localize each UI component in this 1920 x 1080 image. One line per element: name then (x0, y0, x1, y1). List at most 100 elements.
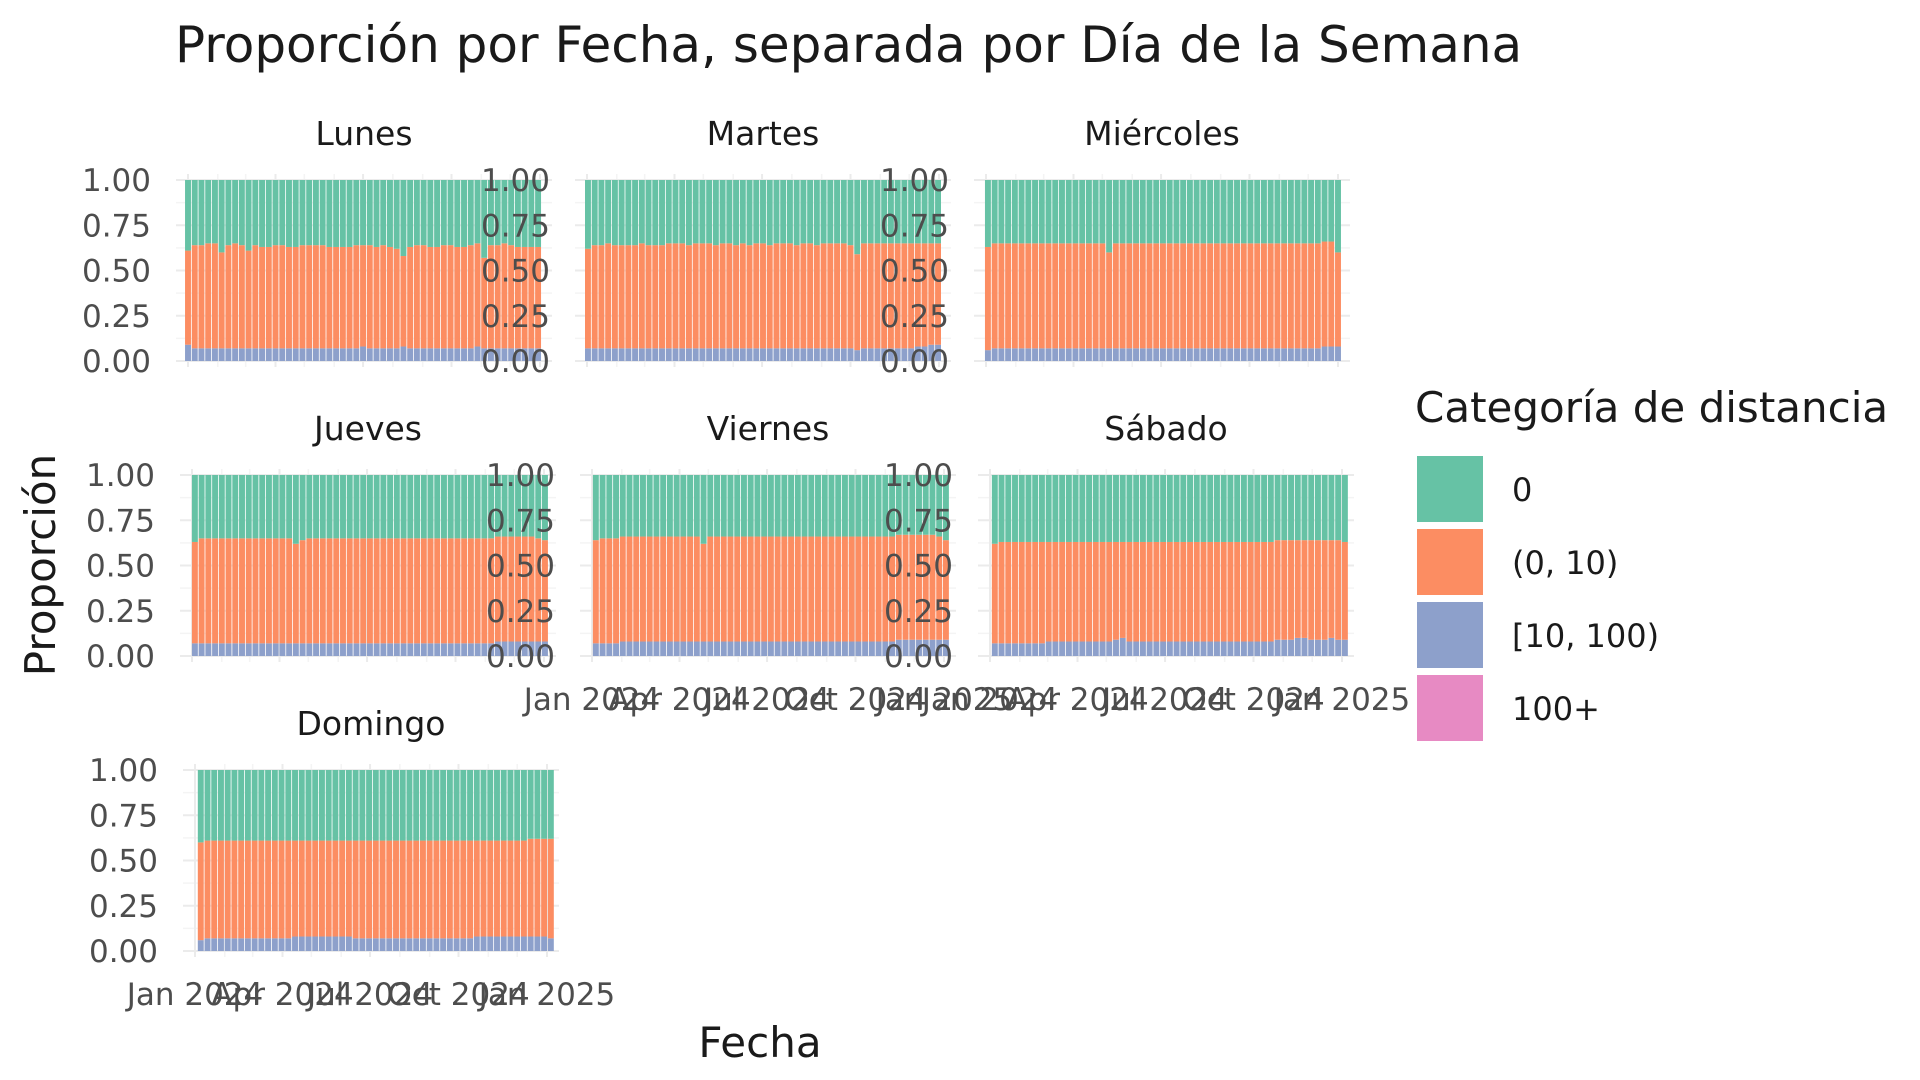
bar-segment-10-100 (292, 348, 299, 361)
bar-segment-0 (1220, 475, 1227, 542)
bar-segment-0-10 (1085, 243, 1092, 349)
stacked-bar (1193, 475, 1200, 656)
bar-segment-0-10 (245, 250, 252, 349)
bar-segment-10-100 (414, 643, 421, 656)
bar-segment-0 (252, 180, 259, 246)
stacked-bar (232, 475, 239, 656)
bar-segment-0 (820, 180, 827, 244)
stacked-bar (339, 180, 346, 361)
bar-segment-0 (909, 475, 916, 535)
bar-segment-0 (501, 180, 508, 244)
bar-segment-0 (380, 475, 387, 539)
stacked-bar (440, 180, 447, 361)
legend-item-100: 100+ (1417, 675, 1600, 741)
bar-segment-10-100 (1052, 348, 1059, 361)
bar-segment-10-100 (332, 936, 339, 951)
stacked-bar (640, 475, 646, 656)
bar-segment-10-100 (366, 643, 373, 656)
stacked-bar (1052, 475, 1059, 656)
bar-segment-0 (1234, 180, 1240, 244)
stacked-bar (406, 770, 413, 951)
bar-segment-0 (712, 180, 719, 246)
stacked-bar (453, 770, 460, 951)
bar-segment-0 (232, 475, 239, 539)
bar-segment-10-100 (687, 641, 694, 656)
stacked-bar (413, 180, 420, 361)
stacked-bar (1214, 475, 1220, 656)
bar-segment-10-100 (420, 643, 427, 656)
bar-segment-0 (521, 475, 528, 537)
bar-segment-10-100 (1274, 348, 1281, 361)
stacked-bar (1059, 475, 1066, 656)
bar-segment-0-10 (373, 538, 380, 644)
bar-segment-0 (1045, 180, 1052, 244)
bar-segment-10-100 (447, 348, 454, 361)
y-tick-label: 0.50 (481, 254, 550, 290)
stacked-bar (998, 475, 1005, 656)
stacked-bar (922, 475, 929, 656)
bar-segment-10-100 (265, 643, 272, 656)
bar-segment-0 (393, 770, 399, 841)
stacked-bar (726, 180, 733, 361)
bar-segment-0-10 (360, 538, 367, 644)
bar-segment-0-10 (541, 838, 548, 937)
bar-segment-10-100 (1153, 348, 1160, 361)
bar-segment-10-100 (875, 641, 882, 656)
bar-segment-0-10 (1247, 243, 1254, 349)
bar-segment-0 (780, 180, 787, 244)
stacked-bar (645, 180, 652, 361)
bar-segment-0 (815, 475, 821, 537)
bar-segment-0-10 (991, 543, 998, 644)
stacked-bar (1079, 475, 1086, 656)
stacked-bar (598, 180, 605, 361)
bar-segment-0 (1281, 180, 1288, 244)
stacked-bar (916, 475, 922, 656)
y-axis-title: Proporción (16, 454, 65, 676)
bar-segment-10-100 (666, 641, 673, 656)
bar-segment-10-100 (1287, 348, 1294, 361)
stacked-bar (373, 475, 380, 656)
stacked-bar (692, 180, 699, 361)
bar-segment-10-100 (720, 641, 727, 656)
chart-title: Proporción por Fecha, separada por Día d… (175, 16, 1522, 74)
bar-segment-0 (286, 475, 293, 539)
bar-segment-0-10 (1052, 541, 1059, 642)
bar-segment-0 (827, 180, 834, 244)
bar-segment-0-10 (727, 536, 734, 642)
stacked-bar (521, 475, 528, 656)
bar-segment-0 (1106, 180, 1113, 253)
bar-segment-0 (440, 770, 447, 841)
stacked-bar (840, 180, 847, 361)
bar-segment-10-100 (285, 938, 292, 951)
bar-segment-10-100 (808, 641, 815, 656)
stacked-bar (632, 180, 639, 361)
bar-segment-10-100 (299, 643, 306, 656)
bar-segment-10-100 (185, 344, 191, 361)
stacked-bar (198, 475, 205, 656)
bar-segment-0-10 (1328, 241, 1335, 347)
stacked-bar (707, 475, 714, 656)
stacked-bar (828, 475, 835, 656)
bar-segment-0-10 (527, 838, 534, 937)
bar-segment-0-10 (191, 541, 198, 644)
bar-segment-0-10 (618, 245, 625, 349)
bar-segment-0-10 (1112, 243, 1119, 349)
stacked-bar (1065, 180, 1072, 361)
stacked-bar (820, 180, 827, 361)
stacked-bar (494, 475, 501, 656)
bar-segment-10-100 (1106, 641, 1113, 656)
bar-segment-0-10 (646, 536, 653, 642)
bar-segment-0 (500, 770, 507, 841)
stacked-bar (606, 475, 613, 656)
bar-segment-0-10 (766, 245, 773, 349)
stacked-bar (1159, 180, 1166, 361)
stacked-bar (800, 180, 807, 361)
bar-segment-0 (453, 770, 460, 841)
bar-segment-0 (726, 180, 733, 244)
bar-segment-10-100 (211, 348, 218, 361)
bar-segment-10-100 (1294, 637, 1301, 656)
bar-segment-0 (706, 180, 713, 244)
bar-segment-0 (413, 770, 420, 841)
stacked-bar (372, 770, 379, 951)
